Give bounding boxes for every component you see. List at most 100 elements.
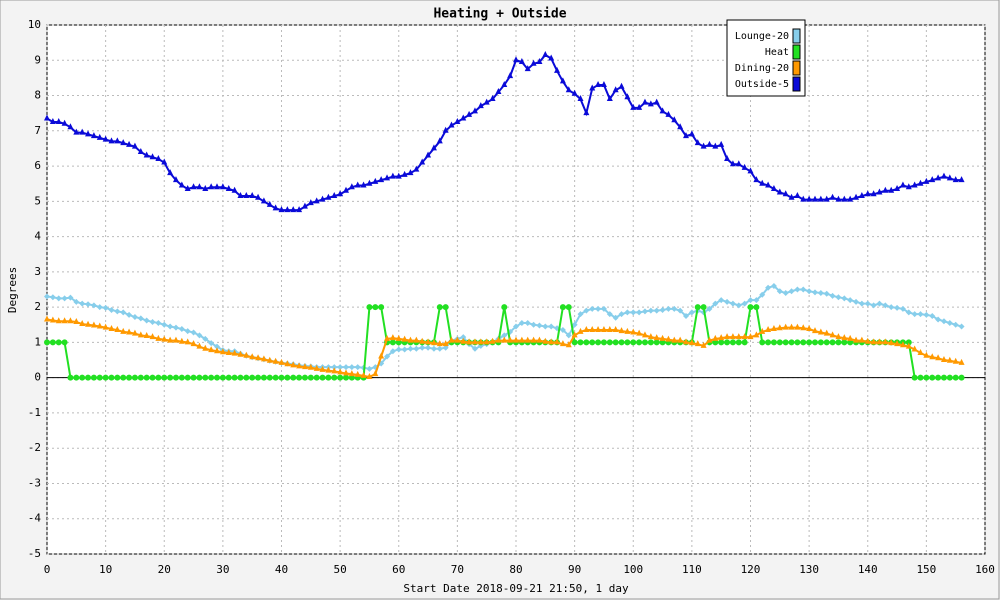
- point: [296, 206, 303, 213]
- point: [120, 139, 127, 146]
- point: [835, 339, 842, 346]
- point: [876, 338, 883, 345]
- point: [542, 323, 549, 330]
- point: [958, 358, 965, 365]
- point: [460, 337, 467, 344]
- point: [190, 340, 197, 347]
- point: [923, 374, 930, 381]
- x-tick-label: 140: [858, 563, 878, 576]
- point: [44, 315, 50, 322]
- legend-label: Heat: [765, 47, 789, 58]
- point: [688, 339, 695, 346]
- point: [337, 368, 344, 375]
- point: [577, 339, 584, 346]
- point: [618, 339, 625, 346]
- point: [524, 336, 531, 343]
- point: [847, 297, 854, 304]
- x-tick-label: 60: [392, 563, 405, 576]
- point: [178, 374, 185, 381]
- point: [583, 339, 590, 346]
- point: [829, 331, 836, 338]
- point: [747, 304, 754, 311]
- point: [630, 309, 637, 316]
- point: [413, 345, 420, 352]
- point: [677, 307, 684, 314]
- x-tick-label: 110: [682, 563, 702, 576]
- point: [67, 374, 74, 381]
- point: [202, 374, 209, 381]
- point: [49, 294, 56, 301]
- y-tick-label: 9: [34, 53, 41, 66]
- legend-box: [726, 19, 806, 97]
- point: [348, 374, 355, 381]
- point: [231, 186, 238, 193]
- point: [442, 304, 449, 311]
- point: [641, 339, 648, 346]
- point: [946, 374, 953, 381]
- point: [325, 366, 332, 373]
- point: [266, 356, 273, 363]
- point: [507, 336, 514, 343]
- point: [102, 135, 109, 142]
- point: [155, 334, 162, 341]
- point: [583, 307, 590, 314]
- point: [923, 177, 930, 184]
- point: [847, 334, 854, 341]
- point: [342, 374, 349, 381]
- y-tick-label: -1: [28, 406, 41, 419]
- point: [155, 155, 162, 162]
- point: [172, 176, 179, 183]
- point: [307, 363, 314, 370]
- point: [471, 107, 478, 114]
- point: [430, 345, 437, 352]
- point: [413, 336, 420, 343]
- point: [782, 290, 789, 297]
- point: [348, 370, 355, 377]
- point: [659, 334, 666, 341]
- point: [712, 334, 719, 341]
- point: [940, 172, 947, 179]
- point: [630, 339, 637, 346]
- point: [923, 311, 930, 318]
- point: [653, 307, 660, 314]
- point: [108, 324, 115, 331]
- legend-label: Lounge-20: [735, 31, 789, 42]
- point: [137, 374, 144, 381]
- x-tick-label: 160: [975, 563, 995, 576]
- point: [90, 321, 97, 328]
- point: [337, 374, 344, 381]
- point: [823, 329, 830, 336]
- point: [161, 374, 168, 381]
- point: [149, 333, 156, 340]
- point: [489, 337, 496, 344]
- point: [630, 328, 637, 335]
- point: [296, 362, 303, 369]
- point: [911, 181, 918, 188]
- point: [565, 341, 572, 348]
- point: [366, 304, 373, 311]
- point: [741, 333, 748, 340]
- point: [776, 288, 783, 295]
- point: [178, 325, 185, 332]
- point: [225, 184, 232, 191]
- point: [307, 199, 314, 206]
- point: [729, 160, 736, 167]
- point: [348, 364, 355, 371]
- point: [600, 326, 607, 333]
- point: [653, 339, 660, 346]
- point: [683, 132, 690, 139]
- point: [753, 297, 760, 304]
- point: [231, 374, 238, 381]
- point: [718, 339, 725, 346]
- point: [495, 336, 502, 343]
- point: [776, 188, 783, 195]
- point: [260, 374, 267, 381]
- legend-swatch: [792, 60, 801, 76]
- point: [436, 304, 443, 311]
- point: [641, 98, 648, 105]
- point: [126, 311, 133, 318]
- point: [905, 183, 912, 190]
- point: [536, 58, 543, 65]
- point: [260, 197, 267, 204]
- point: [806, 195, 813, 202]
